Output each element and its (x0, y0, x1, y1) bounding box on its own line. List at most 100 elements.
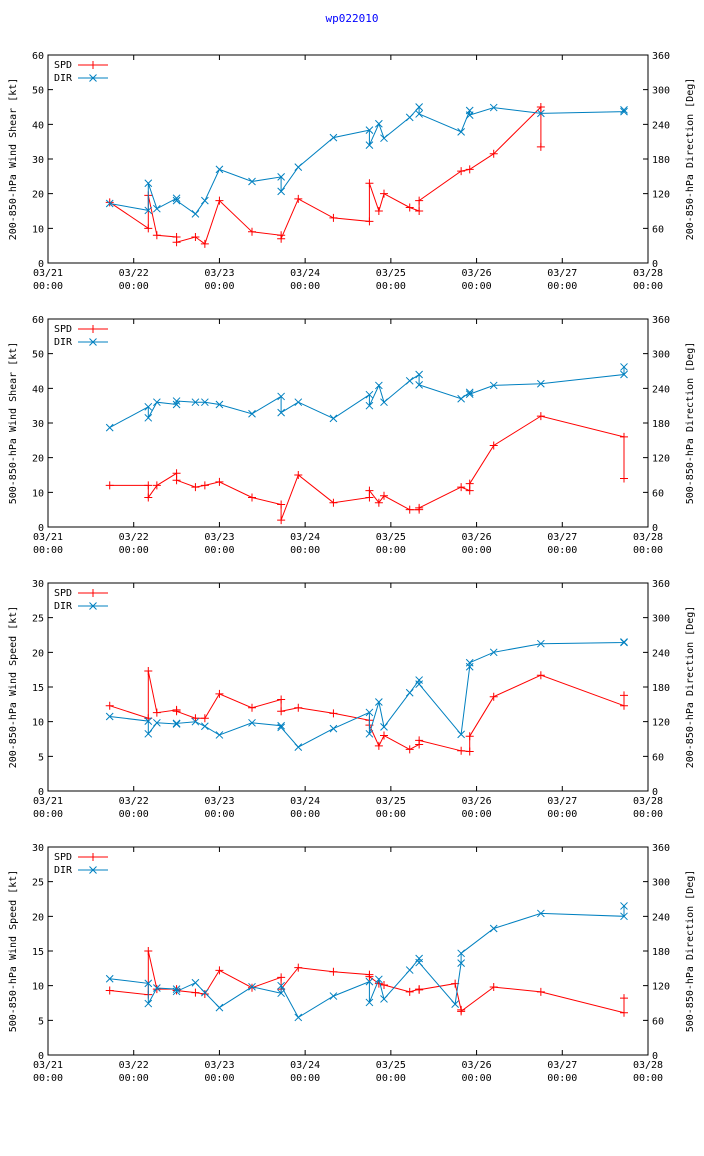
x-tick-label-date: 03/22 (119, 1060, 149, 1071)
data-point-spd (405, 987, 414, 996)
data-point-spd (457, 1007, 466, 1016)
data-point-spd (405, 505, 414, 514)
data-point-spd (215, 689, 224, 698)
data-point-dir (277, 721, 285, 730)
data-point-dir (375, 698, 383, 706)
x-tick-label-time: 00:00 (33, 281, 63, 292)
y2-axis-title: 500-850-hPa Direction [Deg] (685, 870, 696, 1033)
y2-tick-label: 60 (652, 488, 664, 499)
data-point-dir (365, 977, 374, 986)
data-point-spd (620, 474, 628, 483)
x-tick-label-time: 00:00 (462, 281, 492, 292)
data-point-dir (172, 987, 181, 996)
data-point-spd (191, 714, 200, 723)
legend-marker-dir (89, 338, 97, 346)
x-tick-label-time: 00:00 (376, 545, 406, 556)
data-point-spd (620, 994, 628, 1003)
data-point-dir (415, 958, 423, 967)
y2-tick-label: 360 (652, 579, 670, 590)
data-point-dir (144, 999, 153, 1008)
data-point-spd (489, 983, 498, 992)
x-tick-label-time: 00:00 (119, 809, 149, 820)
data-point-dir (489, 648, 498, 657)
data-point-dir (172, 719, 181, 728)
chart-panel-2 (47, 318, 649, 528)
data-point-dir (248, 982, 256, 991)
data-point-spd (294, 194, 303, 203)
data-point-spd (415, 196, 424, 205)
data-point-spd (152, 231, 161, 240)
data-point-dir (277, 723, 285, 732)
y-axis-title: 500-850-hPa Wind Shear [kt] (8, 342, 19, 505)
data-point-dir (144, 717, 153, 725)
y-tick-label: 40 (32, 384, 44, 395)
data-point-dir (375, 381, 383, 390)
y2-tick-label: 300 (652, 350, 670, 361)
x-tick-label-time: 00:00 (204, 809, 234, 820)
data-point-dir (329, 133, 338, 142)
data-point-dir (465, 390, 474, 398)
data-point-dir (365, 141, 374, 149)
data-point-spd (144, 224, 153, 233)
data-point-dir (457, 730, 465, 739)
data-point-dir (380, 398, 388, 407)
data-point-spd (415, 985, 424, 994)
series-line-spd (109, 670, 625, 753)
x-tick-label-time: 00:00 (633, 545, 663, 556)
data-point-spd (172, 476, 181, 485)
data-point-dir (465, 111, 474, 119)
data-point-spd (200, 239, 209, 248)
data-point-spd (405, 203, 414, 212)
data-point-spd (191, 483, 200, 492)
data-point-spd (191, 233, 200, 241)
y-tick-label: 60 (32, 315, 44, 326)
data-point-spd (536, 142, 545, 151)
data-point-dir (144, 206, 153, 215)
data-point-spd (465, 479, 474, 488)
data-point-dir (465, 658, 474, 667)
plot-frame (47, 54, 649, 264)
data-point-spd (489, 149, 498, 158)
data-point-spd (465, 165, 474, 174)
data-point-spd (144, 667, 153, 676)
legend-marker-dir (89, 74, 97, 82)
x-tick-label-time: 00:00 (119, 281, 149, 292)
data-point-spd (415, 207, 424, 215)
x-tick-label-time: 00:00 (462, 1073, 492, 1084)
y-tick-label: 20 (32, 454, 44, 465)
data-point-dir (329, 724, 338, 733)
y-tick-label: 30 (32, 843, 44, 854)
data-point-spd (536, 987, 545, 996)
x-tick-label-time: 00:00 (462, 545, 492, 556)
legend-marker-spd (89, 325, 97, 333)
legend-label-spd: SPD (54, 324, 72, 335)
data-point-dir (415, 110, 423, 118)
legend-label-spd: SPD (54, 588, 72, 599)
y-tick-label: 50 (32, 86, 44, 97)
y2-tick-label: 120 (652, 190, 670, 201)
data-point-dir (153, 718, 161, 727)
data-point-spd (277, 234, 286, 243)
data-point-dir (365, 729, 374, 738)
legend-marker-dir (89, 866, 97, 874)
y2-tick-label: 180 (652, 947, 670, 958)
data-point-dir (365, 708, 374, 717)
x-tick-label-date: 03/22 (119, 796, 149, 807)
data-point-dir (105, 199, 114, 208)
data-point-spd (365, 493, 374, 502)
data-point-dir (620, 107, 628, 116)
data-point-spd (374, 207, 383, 215)
y2-tick-label: 180 (652, 155, 670, 166)
data-point-spd (536, 103, 545, 111)
y2-tick-label: 240 (652, 912, 670, 923)
data-point-dir (191, 210, 200, 218)
data-point-dir (277, 392, 285, 401)
y2-tick-label: 360 (652, 315, 670, 326)
y2-tick-label: 60 (652, 752, 664, 763)
y-tick-label: 25 (32, 878, 44, 889)
data-point-spd (536, 671, 545, 680)
data-point-spd (152, 708, 161, 717)
data-point-dir (277, 408, 285, 417)
data-point-dir (277, 981, 285, 990)
y-tick-label: 30 (32, 419, 44, 430)
